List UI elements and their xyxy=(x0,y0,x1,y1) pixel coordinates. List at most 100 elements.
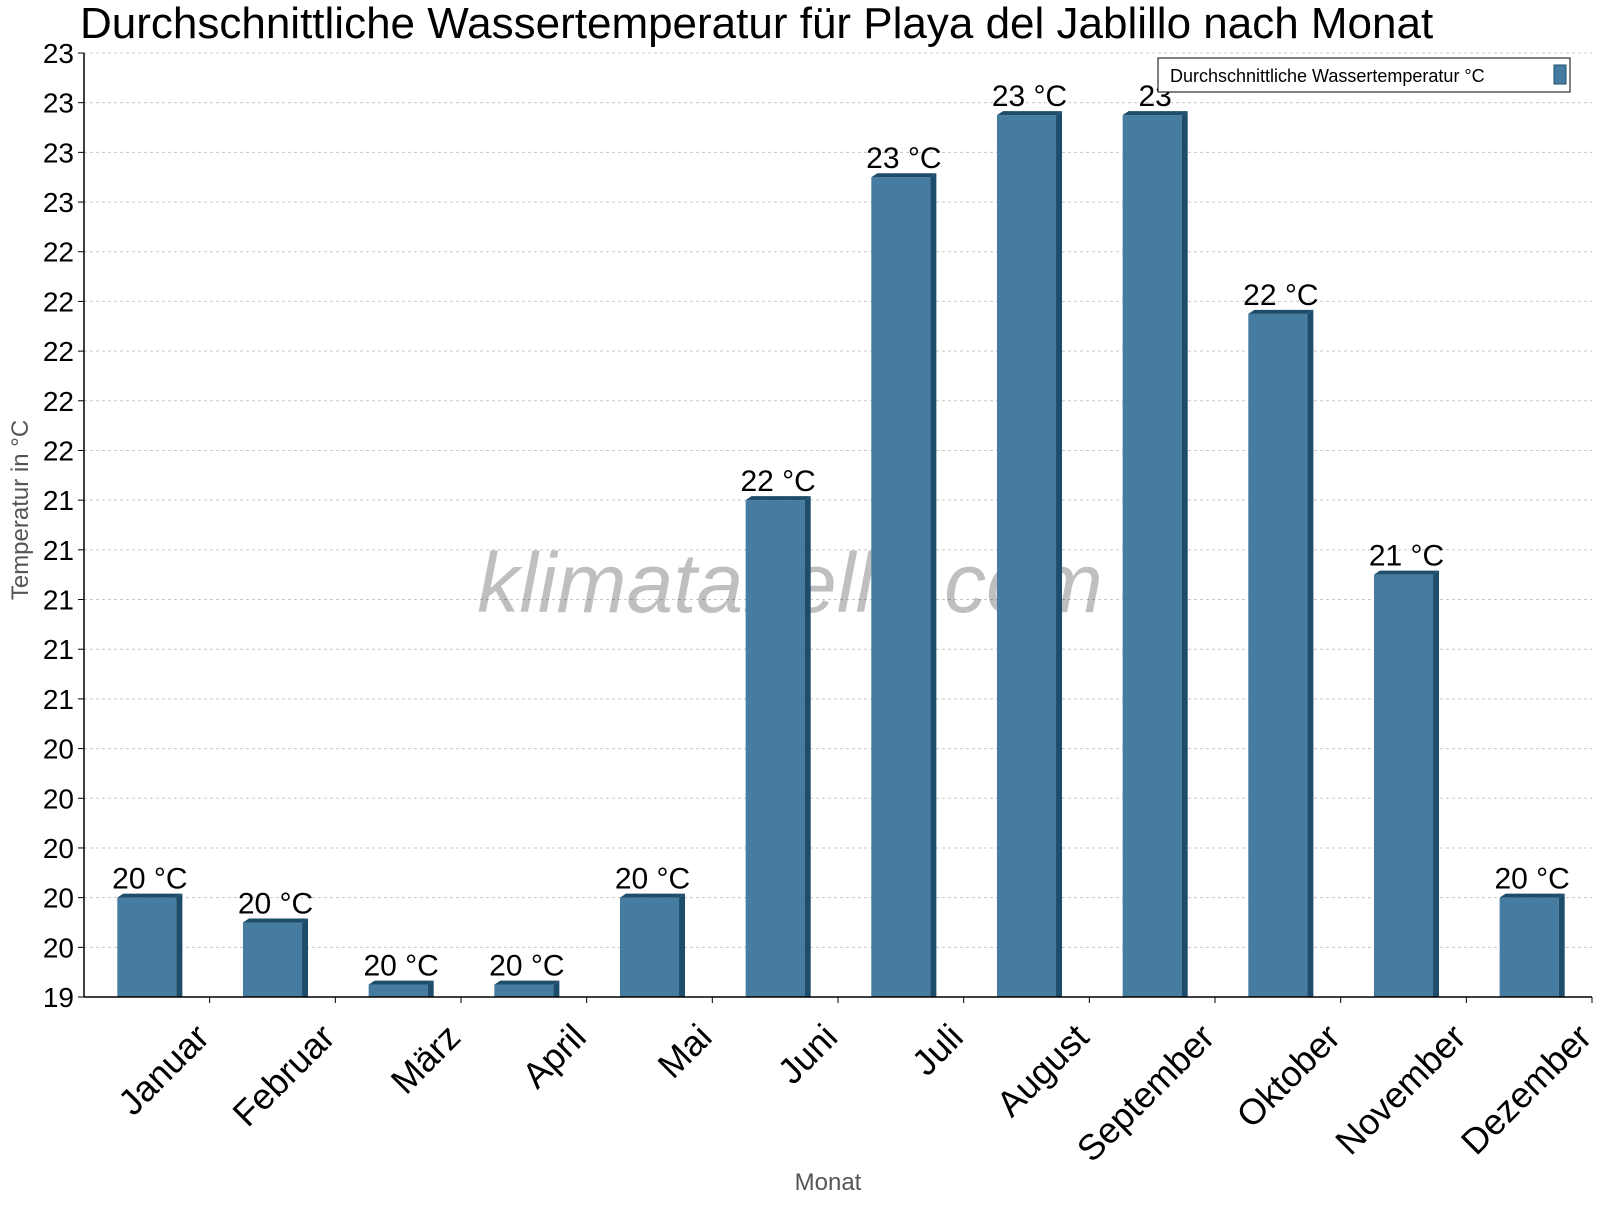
y-tick-label: 20 xyxy=(43,734,74,765)
y-tick-label: 23 xyxy=(43,38,74,69)
y-tick-label: 22 xyxy=(43,386,74,417)
x-tick-label: August xyxy=(988,1016,1096,1124)
bar-top xyxy=(494,980,560,985)
data-label: 20 °C xyxy=(489,950,564,983)
chart-title: Durchschnittliche Wassertemperatur für P… xyxy=(80,0,1433,48)
y-tick-label: 20 xyxy=(43,932,74,963)
x-tick-label: Dezember xyxy=(1453,1016,1599,1162)
y-tick-label: 22 xyxy=(43,336,74,367)
gridlines xyxy=(84,52,1592,948)
bar-side xyxy=(679,893,686,997)
bars xyxy=(117,111,1565,998)
bar-side xyxy=(804,496,811,997)
bar-front xyxy=(1122,115,1182,997)
data-label: 20 °C xyxy=(363,950,438,983)
bar xyxy=(745,496,811,997)
bar xyxy=(1373,570,1440,997)
bar-front xyxy=(1499,897,1559,997)
bar-side xyxy=(553,980,560,997)
bar-side xyxy=(1056,111,1063,997)
bar xyxy=(117,893,183,997)
bar xyxy=(242,918,309,997)
y-tick-label: 22 xyxy=(43,286,74,317)
bar-top xyxy=(117,893,183,898)
bar xyxy=(871,173,937,998)
bar-top xyxy=(996,111,1063,116)
bar-side xyxy=(427,980,434,997)
x-tick-label: Mai xyxy=(650,1016,720,1086)
data-label: 20 °C xyxy=(1494,863,1569,896)
y-tick-label: 23 xyxy=(43,187,74,218)
y-tick-label: 20 xyxy=(43,783,74,814)
bar-top xyxy=(242,918,309,923)
bar-side xyxy=(1433,570,1440,997)
bar xyxy=(996,111,1063,997)
data-label: 23 °C xyxy=(866,142,941,175)
bar-front xyxy=(871,177,931,998)
bar-top xyxy=(1122,111,1188,116)
x-tick-label: Januar xyxy=(110,1016,217,1123)
bar-front xyxy=(745,500,805,997)
data-label: 20 °C xyxy=(615,863,690,896)
legend-swatch xyxy=(1553,64,1567,85)
y-tick-label: 21 xyxy=(43,485,74,516)
legend: Durchschnittliche Wassertemperatur °C xyxy=(1157,57,1571,93)
bar xyxy=(619,893,686,997)
x-tick-label: Juli xyxy=(904,1016,971,1083)
data-label: 22 °C xyxy=(740,465,815,498)
data-label: 20 °C xyxy=(238,887,313,920)
y-tick-label: 19 xyxy=(43,982,74,1013)
data-label: 23 °C xyxy=(992,80,1067,113)
bar xyxy=(1499,893,1565,997)
bar-front xyxy=(1248,313,1308,997)
y-tick-label: 21 xyxy=(43,535,74,566)
bar-top xyxy=(1499,893,1565,898)
legend-label: Durchschnittliche Wassertemperatur °C xyxy=(1170,66,1485,86)
bar-side xyxy=(1181,111,1188,997)
x-tick-label: September xyxy=(1069,1016,1223,1170)
bar-top xyxy=(745,496,811,501)
bar xyxy=(1248,309,1314,997)
data-labels: 20 °C 20 °C 20 °C 20 °C 20 °C 22 °C 23 °C 23 °C… xyxy=(112,80,1570,982)
y-tick-label: 21 xyxy=(43,634,74,665)
x-tick-label: März xyxy=(383,1016,469,1102)
x-tick-label: Juni xyxy=(769,1016,845,1092)
x-tick-label: November xyxy=(1327,1016,1473,1162)
x-tick-label: April xyxy=(514,1016,594,1096)
bar xyxy=(494,980,560,997)
legend-box xyxy=(1157,57,1571,93)
bar-front xyxy=(1373,574,1434,997)
y-tick-label: 22 xyxy=(43,435,74,466)
y-axis-title: Temperatur in °C xyxy=(7,420,34,600)
y-tick-label: 23 xyxy=(43,137,74,168)
bar-side xyxy=(930,173,937,998)
bar-front xyxy=(117,897,177,997)
data-label: 22 °C xyxy=(1243,279,1318,312)
bar-top xyxy=(1373,570,1440,575)
bar-front xyxy=(242,922,303,997)
bar-side xyxy=(1307,309,1314,997)
bar-top xyxy=(1248,309,1314,314)
x-tick-label: Oktober xyxy=(1228,1016,1348,1136)
data-label: 20 °C xyxy=(112,863,187,896)
bar xyxy=(368,980,434,997)
y-tick-label: 22 xyxy=(43,237,74,268)
bar-top xyxy=(619,893,686,898)
bar-top xyxy=(368,980,434,985)
y-tick-label: 20 xyxy=(43,883,74,914)
bar-top xyxy=(871,173,937,178)
x-tick-label: Februar xyxy=(224,1016,342,1134)
data-label: 21 °C xyxy=(1369,540,1444,573)
bar-front xyxy=(996,115,1057,997)
bar-front xyxy=(619,897,680,997)
bar-side xyxy=(302,918,309,997)
x-axis-title: Monat xyxy=(795,1169,862,1196)
y-tick-label: 23 xyxy=(43,88,74,119)
bar-side xyxy=(176,893,183,997)
bar-front xyxy=(368,984,428,997)
bar xyxy=(1122,111,1188,997)
bar-side xyxy=(1558,893,1565,997)
bar-front xyxy=(494,984,554,997)
